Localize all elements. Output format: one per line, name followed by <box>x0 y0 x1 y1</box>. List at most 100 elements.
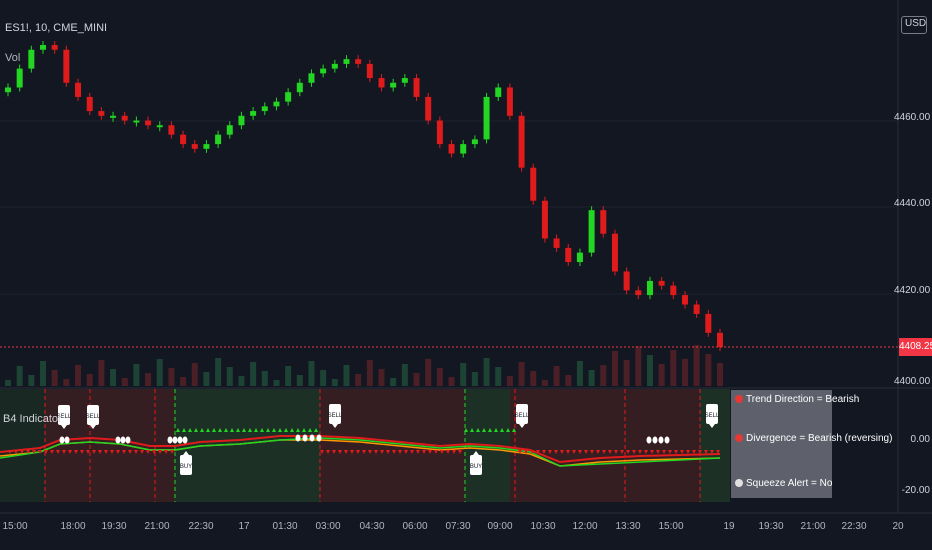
currency-button[interactable] <box>901 16 927 34</box>
volume-bar <box>681 359 688 386</box>
down-arrow-icon <box>164 450 168 454</box>
volume-bar <box>693 345 700 386</box>
legend-text: Divergence = Bearish (reversing) <box>746 433 893 444</box>
up-arrow-icon <box>278 428 282 432</box>
signal-box <box>470 455 482 475</box>
volume-bar <box>63 379 70 386</box>
squeeze-dot-icon <box>646 436 652 444</box>
up-arrow-icon <box>176 428 180 432</box>
down-arrow-icon <box>44 450 48 454</box>
signal-box <box>516 404 528 424</box>
volume-bar <box>425 359 432 386</box>
volume-bar <box>75 365 82 386</box>
up-arrow-icon <box>500 428 504 432</box>
up-arrow-icon <box>476 428 480 432</box>
candle <box>343 59 350 64</box>
volume-bar <box>320 370 327 386</box>
down-arrow-icon <box>152 450 156 454</box>
candle <box>156 125 163 128</box>
signal-box <box>329 404 341 424</box>
indicator-legend: Trend Direction = Bearish Divergence = B… <box>731 390 892 498</box>
candle <box>401 78 408 83</box>
signal-text: SELL <box>86 414 101 420</box>
up-arrow-icon <box>242 428 246 432</box>
down-arrow-icon <box>674 450 678 454</box>
down-arrow-icon <box>704 450 708 454</box>
candle <box>436 120 443 145</box>
down-arrow-icon <box>572 450 576 454</box>
squeeze-dot-icon <box>115 436 121 444</box>
oscillator-lines <box>0 435 721 467</box>
candle <box>308 73 315 83</box>
volume-bar <box>506 376 513 386</box>
symbol-title[interactable]: ES1!, 10, CME_MINI <box>5 22 108 34</box>
time-label: 21:00 <box>800 521 826 532</box>
down-arrow-icon <box>38 450 42 454</box>
candle <box>40 45 47 50</box>
down-arrow-icon <box>536 450 540 454</box>
up-arrow-icon <box>290 428 294 432</box>
down-arrow-icon <box>68 450 72 454</box>
down-arrow-icon <box>26 450 30 454</box>
trend-band <box>175 389 320 502</box>
down-arrow-icon <box>596 450 600 454</box>
down-arrow-icon <box>578 450 582 454</box>
down-arrow-icon <box>392 450 396 454</box>
up-arrow-icon <box>218 428 222 432</box>
down-arrow-icon <box>626 450 630 454</box>
caret-down-icon <box>90 425 96 429</box>
candle <box>355 59 362 64</box>
down-arrow-icon <box>146 450 150 454</box>
down-arrow-icon <box>452 450 456 454</box>
volume-label[interactable]: Vol <box>5 52 21 64</box>
down-arrow-icon <box>584 450 588 454</box>
down-arrow-icon <box>86 450 90 454</box>
down-arrow-icon <box>8 450 12 454</box>
down-arrow-icon <box>74 450 78 454</box>
down-arrow-icon <box>92 450 96 454</box>
volume-bar <box>553 366 560 386</box>
candle <box>180 134 187 145</box>
down-arrow-icon <box>62 450 66 454</box>
candle <box>296 82 303 93</box>
up-arrow-icon <box>494 428 498 432</box>
up-arrow-icon <box>284 428 288 432</box>
time-label: 19:30 <box>758 521 784 532</box>
up-arrow-icon <box>470 428 474 432</box>
trend-band <box>0 389 45 502</box>
signal-label-sell: SELL <box>57 405 72 429</box>
squeeze-dot-icon <box>302 434 308 442</box>
last-price-tag: 4408.25 <box>899 338 932 356</box>
down-arrow-icon <box>440 450 444 454</box>
volume-bar <box>331 379 338 386</box>
down-arrow-icon <box>80 450 84 454</box>
squeeze-dot-icon <box>59 436 65 444</box>
down-arrow-icon <box>332 450 336 454</box>
candle <box>366 63 373 79</box>
signal-label-sell: SELL <box>705 404 720 428</box>
up-arrow-icon <box>188 428 192 432</box>
caret-down-icon <box>332 424 338 428</box>
candle <box>670 285 677 296</box>
volume-bar <box>366 360 373 386</box>
candle <box>565 247 572 263</box>
up-arrow-icon <box>254 428 258 432</box>
legend-item: Divergence = Bearish (reversing) <box>735 433 892 444</box>
signal-label-buy: BUY <box>470 451 482 475</box>
caret-down-icon <box>519 424 525 428</box>
candlestick-series <box>5 41 723 351</box>
legend-text: Squeeze Alert = No <box>746 478 833 489</box>
volume-bar <box>600 365 607 386</box>
down-arrow-icon <box>374 450 378 454</box>
candle <box>16 68 23 88</box>
candle <box>588 210 595 253</box>
down-arrow-icon <box>134 450 138 454</box>
volume-bar <box>646 355 653 386</box>
squeeze-dot-icon <box>172 436 178 444</box>
legend-item: Squeeze Alert = No <box>735 478 832 489</box>
trend-band <box>510 389 700 502</box>
signal-box <box>180 455 192 475</box>
candle <box>215 134 222 145</box>
indicator-title[interactable]: B4 Indicator <box>3 413 62 425</box>
